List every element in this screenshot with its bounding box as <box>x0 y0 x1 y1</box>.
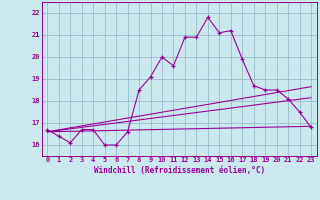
X-axis label: Windchill (Refroidissement éolien,°C): Windchill (Refroidissement éolien,°C) <box>94 166 265 175</box>
